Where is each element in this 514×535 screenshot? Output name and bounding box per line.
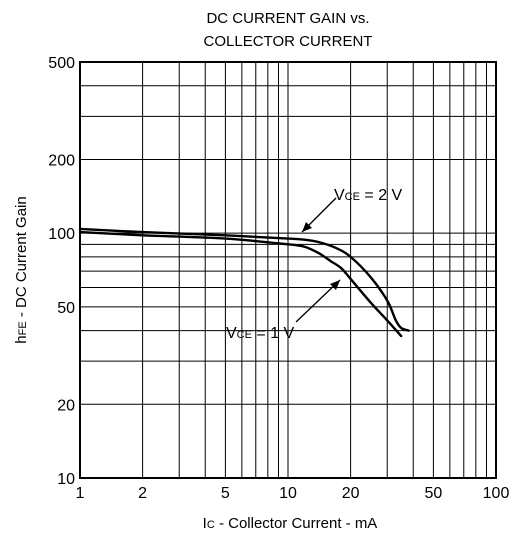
arrow-line-vce-1v — [295, 279, 341, 323]
chart-title-line-2: COLLECTOR CURRENT — [204, 33, 373, 50]
y-tick-label: 100 — [48, 226, 75, 243]
x-tick-label: 5 — [221, 485, 230, 502]
series-label-vce-2v: VCE = 2 V — [334, 187, 403, 204]
x-tick-label: 1 — [76, 485, 85, 502]
y-tick-label: 20 — [57, 397, 75, 414]
y-tick-label: 10 — [57, 471, 75, 488]
x-tick-label: 20 — [342, 485, 360, 502]
plot-frame — [79, 61, 497, 479]
arrow-head-vce-1v — [330, 280, 340, 290]
y-tick-label: 50 — [57, 300, 75, 317]
y-tick-label: 500 — [48, 55, 75, 72]
series-line-vce-1v — [78, 230, 403, 338]
annotations: VCE = 2 V VCE = 1 V — [226, 187, 403, 342]
x-tick-label: 100 — [483, 485, 510, 502]
x-tick-label: 10 — [279, 485, 297, 502]
arrow-head-vce-2v — [302, 222, 312, 232]
x-tick-label: 50 — [424, 485, 442, 502]
series-curves — [78, 227, 410, 338]
tick-labels: 1 2 5 10 20 50 100 10 20 50 100 200 500 — [48, 55, 509, 502]
series-label-vce-1v: VCE = 1 V — [226, 325, 295, 342]
series-line-vce-2v — [78, 227, 410, 332]
y-axis-label: hFE - DC Current Gain — [13, 196, 30, 343]
grid-lines — [79, 61, 497, 479]
chart-title-line-1: DC CURRENT GAIN vs. — [206, 10, 369, 27]
x-axis-label: IC - Collector Current - mA — [203, 515, 378, 532]
x-tick-label: 2 — [138, 485, 147, 502]
y-tick-label: 200 — [48, 152, 75, 169]
